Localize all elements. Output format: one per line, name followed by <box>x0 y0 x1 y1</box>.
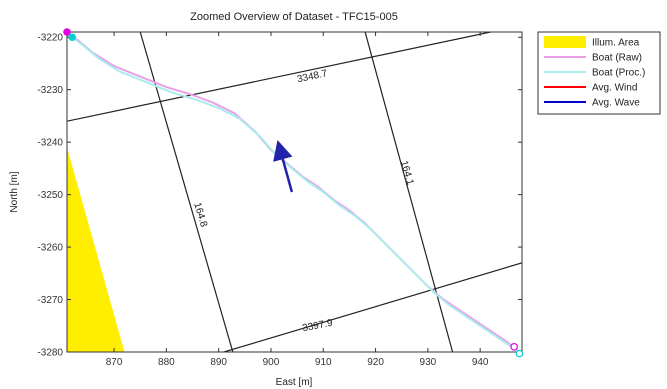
x-tick-label-890: 890 <box>210 357 227 368</box>
plot-area <box>67 32 522 352</box>
y-tick-label--3260: -3260 <box>37 243 63 254</box>
y-tick-label--3270: -3270 <box>37 295 63 306</box>
x-tick-label-880: 880 <box>158 357 175 368</box>
y-tick-label--3220: -3220 <box>37 33 63 44</box>
boat-raw-track <box>67 33 518 351</box>
y-tick-label--3250: -3250 <box>37 190 63 201</box>
grid-line-4 <box>364 32 454 352</box>
x-tick-label-870: 870 <box>106 357 123 368</box>
raw-end-marker <box>510 342 518 351</box>
illum-area <box>67 147 125 352</box>
legend-label-1: Illum. Area <box>592 38 640 49</box>
grid-line-1 <box>67 32 491 122</box>
legend-label-3: Boat (Proc.) <box>592 68 645 79</box>
proc-start-marker <box>68 33 77 42</box>
x-tick-label-920: 920 <box>367 357 384 368</box>
x-tick-label-910: 910 <box>315 357 332 368</box>
legend-label-5: Avg. Wave <box>592 98 640 109</box>
legend-swatch-illum <box>544 36 586 48</box>
y-tick-label--3230: -3230 <box>37 85 63 96</box>
x-tick-label-940: 940 <box>472 357 489 368</box>
y-axis-label: North [m] <box>9 171 20 212</box>
legend-label-4: Avg. Wind <box>592 83 637 94</box>
y-tick-label--3240: -3240 <box>37 138 63 149</box>
y-tick-label--3280: -3280 <box>37 348 63 359</box>
proc-end-marker <box>515 349 524 358</box>
avg-wave-arrow <box>273 139 294 193</box>
plot-frame <box>66 31 523 353</box>
boat-proc-track <box>71 36 522 352</box>
legend: Illum. Area Boat (Raw) Boat (Proc.) Avg. Wi… <box>537 31 661 115</box>
raw-start-marker <box>63 28 71 36</box>
legend-label-2: Boat (Raw) <box>592 53 642 64</box>
grid-line-2 <box>223 262 522 352</box>
x-tick-label-930: 930 <box>420 357 437 368</box>
chart-title: Zoomed Overview of Dataset - TFC15-005 <box>190 11 398 23</box>
x-axis-label: East [m] <box>276 377 313 388</box>
x-tick-label-900: 900 <box>263 357 280 368</box>
